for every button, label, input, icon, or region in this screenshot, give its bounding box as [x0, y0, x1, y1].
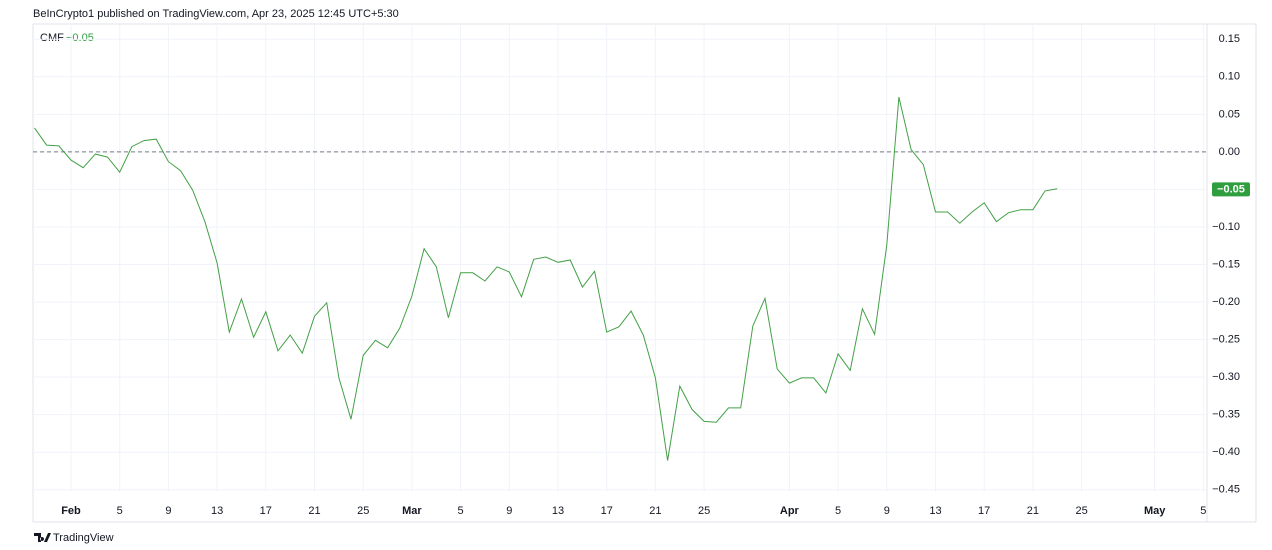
x-tick-label: 5	[1200, 505, 1206, 517]
x-tick-label: 5	[117, 505, 123, 517]
indicator-value: −0.05	[66, 32, 94, 44]
footer-logo: TradingView	[34, 532, 114, 544]
data-line	[34, 96, 1058, 461]
x-tick-label: 21	[308, 505, 320, 517]
footer-brand: TradingView	[53, 532, 114, 544]
x-tick-label: 17	[978, 505, 990, 517]
x-tick-label: 25	[1075, 505, 1087, 517]
x-tick-label: 21	[649, 505, 661, 517]
y-tick-label: −0.35	[1212, 409, 1240, 421]
y-tick-label: −0.45	[1212, 484, 1240, 496]
current-value-badge	[1212, 182, 1250, 197]
x-tick-label: 5	[458, 505, 464, 517]
x-tick-label: 9	[165, 505, 171, 517]
x-tick-label: 13	[211, 505, 223, 517]
x-tick-label: 13	[552, 505, 564, 517]
x-tick-label: 9	[506, 505, 512, 517]
x-tick-label: 25	[357, 505, 369, 517]
y-tick-label: −0.40	[1212, 446, 1240, 458]
x-tick-label: 5	[835, 505, 841, 517]
x-tick-label: 13	[929, 505, 941, 517]
y-tick-label: 0.05	[1219, 108, 1240, 120]
y-tick-label: −0.10	[1212, 221, 1240, 233]
x-tick-label: Apr	[780, 505, 800, 517]
x-tick-label: Mar	[402, 505, 422, 517]
x-tick-label: 25	[698, 505, 710, 517]
x-tick-label: 17	[601, 505, 613, 517]
y-tick-label: −0.25	[1212, 333, 1240, 345]
current-value-label: −0.05	[1217, 183, 1245, 195]
x-tick-label: 21	[1027, 505, 1039, 517]
y-tick-label: −0.15	[1212, 258, 1240, 270]
y-tick-label: −0.20	[1212, 296, 1240, 308]
grid	[33, 25, 1207, 492]
header: BeInCrypto1 published on TradingView.com…	[33, 8, 399, 20]
y-tick-label: 0.10	[1219, 71, 1240, 83]
x-tick-label: May	[1144, 505, 1166, 517]
indicator-name: CMF	[40, 32, 64, 44]
y-tick-label: 0.15	[1219, 33, 1240, 45]
y-tick-label: −0.30	[1212, 371, 1240, 383]
y-tick-label: 0.00	[1219, 146, 1240, 158]
x-tick-label: 9	[884, 505, 890, 517]
x-tick-label: 17	[260, 505, 272, 517]
x-tick-label: Feb	[61, 505, 81, 517]
